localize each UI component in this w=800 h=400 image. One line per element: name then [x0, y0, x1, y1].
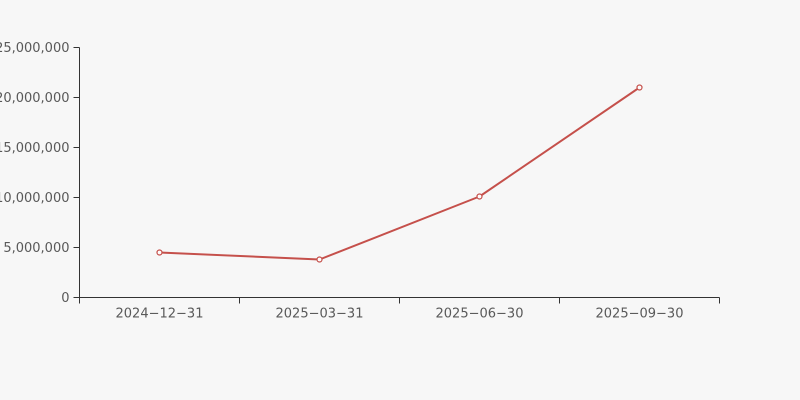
- series-line: [158, 86, 641, 261]
- x-axis-tick-label: 2025−09−30: [596, 307, 684, 322]
- data-point-marker[interactable]: [156, 249, 163, 256]
- y-axis-tick-label: 5,000,000: [3, 241, 69, 256]
- y-axis-tick-label: 20,000,000: [0, 91, 70, 106]
- data-point-marker[interactable]: [316, 256, 323, 263]
- y-axis-tick-label: 10,000,000: [0, 191, 70, 206]
- data-point-marker[interactable]: [476, 193, 483, 200]
- y-axis-tick-label: 0: [61, 291, 69, 306]
- y-axis-tick-label: 25,000,000: [0, 41, 70, 56]
- y-axis-tick-label: 15,000,000: [0, 141, 70, 156]
- axis-line: [79, 47, 720, 298]
- x-axis-tick-label: 2025−06−30: [436, 307, 524, 322]
- data-point-marker[interactable]: [636, 84, 643, 91]
- x-axis-tick-label: 2025−03−31: [276, 307, 364, 322]
- x-axis-tick-label: 2024−12−31: [116, 307, 204, 322]
